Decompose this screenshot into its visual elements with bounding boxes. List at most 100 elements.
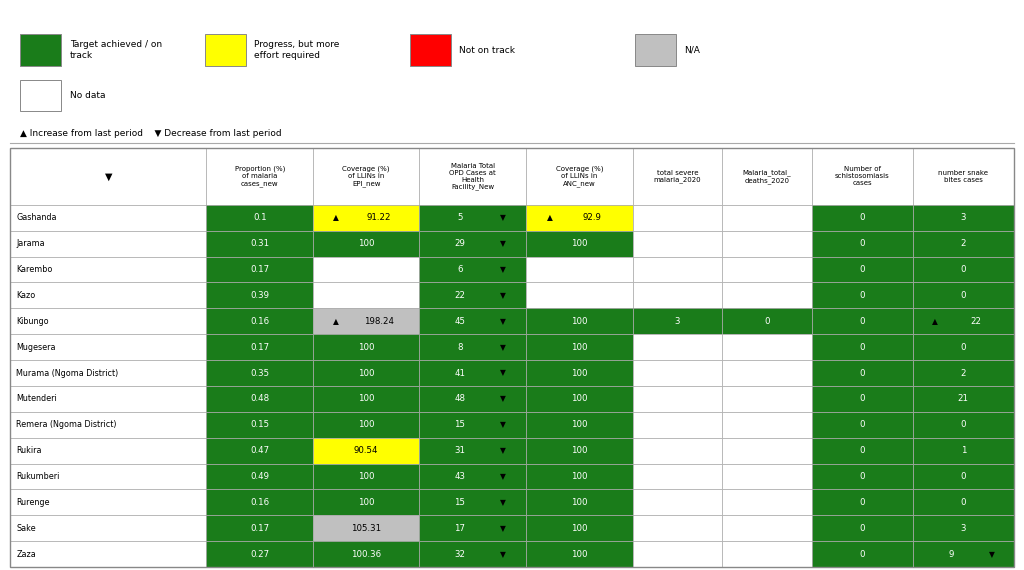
Bar bbox=[912, 256, 1014, 282]
Text: 100: 100 bbox=[358, 239, 375, 248]
Text: Mutenderi: Mutenderi bbox=[16, 394, 57, 404]
Bar bbox=[526, 256, 633, 282]
Text: ▼: ▼ bbox=[500, 239, 506, 248]
Text: Jarama: Jarama bbox=[16, 239, 45, 248]
Text: 0.16: 0.16 bbox=[250, 498, 269, 507]
Bar bbox=[633, 438, 722, 463]
Bar bbox=[207, 308, 313, 334]
Text: 6: 6 bbox=[458, 265, 463, 274]
Text: 0.16: 0.16 bbox=[250, 317, 269, 325]
Bar bbox=[10, 231, 207, 256]
Text: 0: 0 bbox=[859, 317, 865, 325]
Bar bbox=[633, 205, 722, 231]
Bar bbox=[313, 463, 420, 490]
Bar bbox=[722, 463, 812, 490]
Bar bbox=[912, 231, 1014, 256]
Bar bbox=[633, 282, 722, 308]
Bar bbox=[722, 542, 812, 567]
Text: 100: 100 bbox=[571, 420, 588, 429]
Text: ▼: ▼ bbox=[500, 394, 506, 404]
Bar bbox=[10, 282, 207, 308]
Bar bbox=[207, 148, 313, 205]
Bar bbox=[207, 360, 313, 386]
Text: Coverage (%)
of LLINs in
EPI_new: Coverage (%) of LLINs in EPI_new bbox=[342, 166, 390, 187]
Bar bbox=[207, 542, 313, 567]
Bar bbox=[912, 282, 1014, 308]
Bar bbox=[10, 148, 207, 205]
Text: 0.1: 0.1 bbox=[253, 213, 266, 222]
Bar bbox=[812, 231, 912, 256]
Text: 0: 0 bbox=[859, 446, 865, 455]
Text: 0.17: 0.17 bbox=[250, 524, 269, 533]
Text: 0.48: 0.48 bbox=[250, 394, 269, 404]
Text: 100: 100 bbox=[571, 446, 588, 455]
Text: ▲: ▲ bbox=[932, 317, 938, 325]
Text: 100: 100 bbox=[358, 498, 375, 507]
Text: Zaza: Zaza bbox=[16, 549, 36, 559]
Text: 31: 31 bbox=[455, 446, 466, 455]
Bar bbox=[912, 205, 1014, 231]
Text: 0.49: 0.49 bbox=[250, 472, 269, 481]
Bar bbox=[207, 256, 313, 282]
Text: Rukumberi: Rukumberi bbox=[16, 472, 59, 481]
Bar bbox=[812, 308, 912, 334]
Bar bbox=[313, 334, 420, 360]
Bar bbox=[207, 282, 313, 308]
Text: Mugesera: Mugesera bbox=[16, 343, 56, 352]
Bar bbox=[526, 490, 633, 515]
Text: ▼: ▼ bbox=[500, 524, 506, 533]
Text: ▲ Increase from last period    ▼ Decrease from last period: ▲ Increase from last period ▼ Decrease f… bbox=[20, 129, 282, 139]
Bar bbox=[722, 148, 812, 205]
Bar bbox=[420, 231, 526, 256]
Bar bbox=[722, 412, 812, 438]
Text: Not on track: Not on track bbox=[459, 46, 515, 55]
Text: 3: 3 bbox=[961, 213, 966, 222]
Text: 100: 100 bbox=[358, 420, 375, 429]
Text: 0: 0 bbox=[961, 343, 966, 352]
Bar bbox=[207, 412, 313, 438]
Bar bbox=[420, 334, 526, 360]
Text: 3: 3 bbox=[675, 317, 680, 325]
Text: ▲: ▲ bbox=[334, 213, 339, 222]
Text: Gashanda: Gashanda bbox=[16, 213, 57, 222]
Bar bbox=[633, 308, 722, 334]
Text: Coverage (%)
of LLINs in
ANC_new: Coverage (%) of LLINs in ANC_new bbox=[556, 166, 603, 187]
Text: 0: 0 bbox=[859, 343, 865, 352]
Text: 100: 100 bbox=[571, 317, 588, 325]
Text: ▼: ▼ bbox=[988, 549, 994, 559]
Text: 100: 100 bbox=[571, 498, 588, 507]
Text: 22: 22 bbox=[970, 317, 981, 325]
Text: 0.47: 0.47 bbox=[250, 446, 269, 455]
Bar bbox=[526, 334, 633, 360]
Text: 198.24: 198.24 bbox=[364, 317, 394, 325]
Bar bbox=[722, 515, 812, 541]
Text: 8: 8 bbox=[458, 343, 463, 352]
Text: ▼: ▼ bbox=[500, 317, 506, 325]
Bar bbox=[722, 360, 812, 386]
Text: ▼: ▼ bbox=[500, 498, 506, 507]
Bar bbox=[526, 231, 633, 256]
Bar bbox=[633, 412, 722, 438]
Bar bbox=[633, 360, 722, 386]
Bar bbox=[722, 282, 812, 308]
Text: 100: 100 bbox=[571, 524, 588, 533]
Bar bbox=[313, 282, 420, 308]
Bar bbox=[633, 334, 722, 360]
Bar bbox=[912, 386, 1014, 412]
Text: ▲: ▲ bbox=[547, 213, 552, 222]
Bar bbox=[633, 490, 722, 515]
Bar bbox=[633, 148, 722, 205]
Bar bbox=[207, 205, 313, 231]
Bar bbox=[812, 282, 912, 308]
Text: 45: 45 bbox=[455, 317, 466, 325]
Bar bbox=[207, 438, 313, 463]
Bar bbox=[912, 308, 1014, 334]
Text: 22: 22 bbox=[455, 291, 466, 300]
Text: 0: 0 bbox=[859, 420, 865, 429]
Bar bbox=[812, 148, 912, 205]
Text: 0: 0 bbox=[859, 213, 865, 222]
Bar bbox=[812, 334, 912, 360]
Bar bbox=[205, 34, 246, 66]
Bar bbox=[812, 515, 912, 541]
Bar bbox=[912, 438, 1014, 463]
